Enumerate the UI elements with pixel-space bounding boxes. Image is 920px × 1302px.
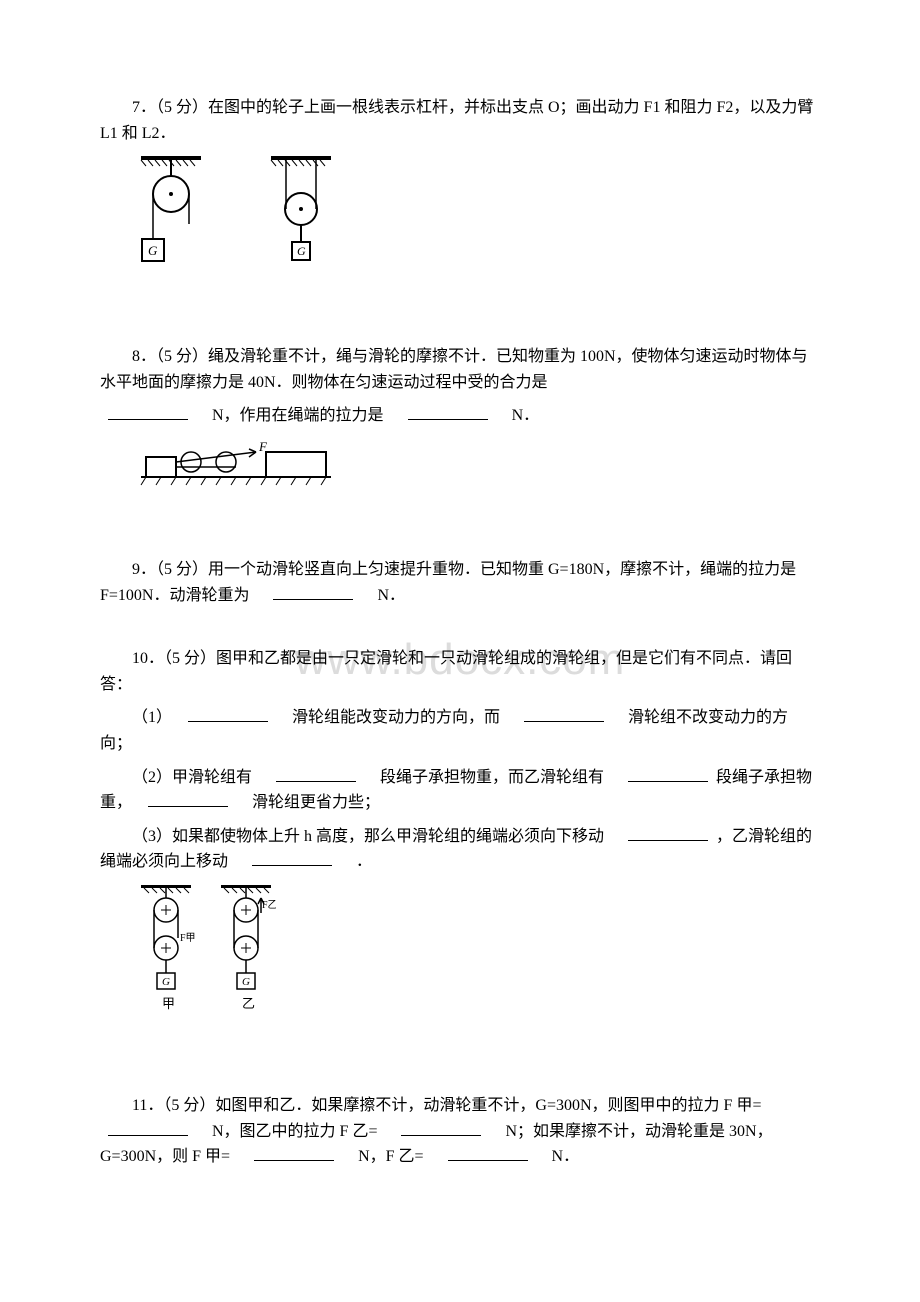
svg-text:G: G: [297, 244, 306, 258]
q10-p2-d: 滑轮组更省力些；: [236, 794, 380, 811]
q7-text: 7．（5 分）在图中的轮子上画一根线表示杠杆，并标出支点 O；画出动力 F1 和…: [100, 95, 820, 146]
q10-p3-blank2: [252, 849, 332, 866]
q10-intro: 10．（5 分）图甲和乙都是由一只定滑轮和一只动滑轮组成的滑轮组，但是它们有不同…: [100, 646, 820, 697]
q7-pulley-right: G: [266, 154, 336, 284]
q8-text-a: 8．（5 分）绳及滑轮重不计，绳与滑轮的摩擦不计．已知物重为 100N，使物体匀…: [100, 348, 808, 391]
q10-p3-c: ．: [340, 853, 372, 870]
q11-text-b: N，图乙中的拉力 F 乙=: [196, 1123, 393, 1140]
svg-text:G: G: [162, 976, 170, 988]
q9-text-b: N．: [361, 587, 405, 604]
q10-pulley-jia: G F甲 甲: [136, 883, 196, 1033]
q8-text: 8．（5 分）绳及滑轮重不计，绳与滑轮的摩擦不计．已知物重为 100N，使物体匀…: [100, 344, 820, 395]
q11-blank3: [254, 1144, 334, 1161]
q11-blank4: [448, 1144, 528, 1161]
q10-pulley-yi: G F乙 乙: [216, 883, 276, 1033]
q10-p3-blank1: [628, 824, 708, 841]
q10-p2-b: 段绳子承担物重，而乙滑轮组有: [364, 769, 620, 786]
q10-p3-a: （3）如果都使物体上升 h 高度，那么甲滑轮组的绳端必须向下移动: [132, 828, 620, 845]
svg-text:G: G: [148, 243, 158, 258]
q7-pulley-left: G: [136, 154, 206, 284]
q11-text-e: N．: [536, 1148, 580, 1165]
q10-figure: G F甲 甲: [136, 883, 820, 1033]
q8-horizontal-pulley: F: [136, 437, 336, 492]
q10-p2: （2）甲滑轮组有 段绳子承担物重，而乙滑轮组有 段绳子承担物重， 滑轮组更省力些…: [100, 765, 820, 816]
q8-blank1: [108, 403, 188, 420]
q8-blank2: [408, 403, 488, 420]
q10-p2-a: （2）甲滑轮组有: [132, 769, 268, 786]
q11-blank2: [401, 1119, 481, 1136]
q11-text: 11．（5 分）如图甲和乙．如果摩擦不计，动滑轮重不计，G=300N，则图甲中的…: [100, 1093, 820, 1170]
q10-p1-blank2: [524, 705, 604, 722]
q9-blank: [273, 583, 353, 600]
svg-text:乙: 乙: [242, 996, 255, 1011]
q10-p1-b: 滑轮组能改变动力的方向，而: [276, 709, 516, 726]
q7-figure: G G: [136, 154, 820, 284]
q9-text: 9．（5 分）用一个动滑轮竖直向上匀速提升重物．已知物重 G=180N，摩擦不计…: [100, 557, 820, 608]
q10-p2-blank3: [148, 790, 228, 807]
q10-p3: （3）如果都使物体上升 h 高度，那么甲滑轮组的绳端必须向下移动 ，乙滑轮组的绳…: [100, 824, 820, 875]
svg-text:F甲: F甲: [180, 933, 196, 944]
q8-text-c: N．: [496, 407, 540, 424]
q11-text-a: 11．（5 分）如图甲和乙．如果摩擦不计，动滑轮重不计，G=300N，则图甲中的…: [132, 1097, 777, 1114]
q10-p1-a: （1）: [132, 709, 180, 726]
q10-p1-blank1: [188, 705, 268, 722]
svg-text:G: G: [242, 976, 250, 988]
svg-text:F乙: F乙: [262, 899, 276, 911]
q11-text-d: N，F 乙=: [342, 1148, 439, 1165]
q8-line2: N，作用在绳端的拉力是 N．: [100, 403, 820, 429]
svg-text:甲: 甲: [162, 996, 175, 1011]
q10-p1: （1） 滑轮组能改变动力的方向，而 滑轮组不改变动力的方向；: [100, 705, 820, 756]
q9-text-a: 9．（5 分）用一个动滑轮竖直向上匀速提升重物．已知物重 G=180N，摩擦不计…: [100, 561, 796, 604]
q10-p2-blank1: [276, 765, 356, 782]
q8-text-b: N，作用在绳端的拉力是: [196, 407, 400, 424]
q11-blank1: [108, 1119, 188, 1136]
q10-p2-blank2: [628, 765, 708, 782]
q8-figure: F: [136, 437, 820, 497]
